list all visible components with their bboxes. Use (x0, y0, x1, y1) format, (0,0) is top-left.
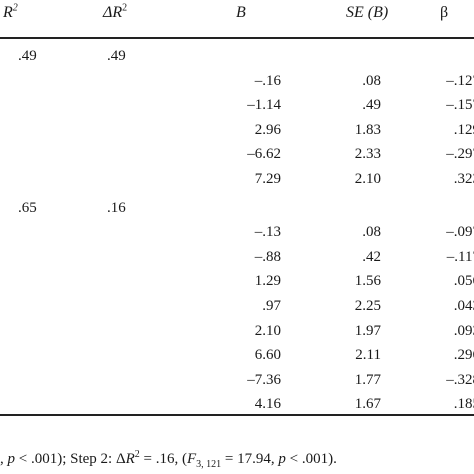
note-part2: = .16, (F (139, 451, 197, 467)
note-sup: 2 (134, 449, 140, 460)
cell-se: .08 (362, 72, 381, 89)
note-part3: = 17.94, p < .001). (221, 451, 337, 467)
cell-b: 6.60 (254, 347, 281, 364)
step-delta-r2: .49 (107, 48, 126, 64)
step-r2: .49 (18, 48, 37, 64)
step-r2: .65 (18, 199, 37, 216)
table-note: , p < .001); Step 2: ΔR2 = .16, (F3, 121… (0, 449, 337, 470)
cell-b: –1.14 (247, 97, 281, 114)
header-rule (0, 37, 474, 39)
cell-beta: –.117 (446, 248, 474, 265)
cell-se: 2.33 (354, 146, 381, 163)
cell-beta: .056 (453, 273, 474, 290)
header-beta: β (440, 4, 449, 21)
cell-b: –.13 (254, 224, 281, 241)
cell-b: 2.10 (254, 322, 281, 339)
header-delta-r2-label: ΔR (103, 4, 123, 21)
cell-beta: .323 (453, 171, 474, 187)
header-delta-r2: ΔR2 (103, 2, 128, 22)
note-part1: , p < .001); Step 2: ΔR (0, 451, 135, 467)
cell-b: –6.62 (247, 146, 281, 163)
cell-beta: –.127 (446, 72, 474, 89)
cell-beta: .093 (453, 322, 474, 339)
header-se: SE (B) (346, 4, 389, 21)
cell-se: 1.97 (354, 322, 381, 339)
cell-se: 2.11 (355, 347, 381, 364)
cell-beta: .129 (453, 121, 474, 138)
header-delta-r2-sup: 2 (122, 2, 128, 14)
cell-b: 1.29 (254, 273, 281, 290)
cell-beta: .185 (453, 396, 474, 413)
cell-se: 1.83 (354, 121, 381, 138)
cell-se: .08 (362, 224, 381, 241)
cell-beta: .043 (453, 298, 474, 314)
header-r2-sup: 2 (12, 2, 18, 14)
cell-b: .97 (262, 298, 281, 314)
note-sub: 3, 121 (196, 459, 222, 470)
cell-se: 2.10 (354, 171, 381, 187)
cell-b: 4.16 (254, 396, 281, 413)
cell-se: .49 (362, 97, 381, 114)
cell-b: –.88 (254, 248, 281, 265)
cell-b: –7.36 (247, 371, 281, 388)
cell-se: .42 (362, 248, 381, 265)
cell-beta: –.297 (446, 146, 474, 163)
cell-beta: –.328 (446, 371, 474, 388)
cell-b: 7.29 (254, 171, 281, 187)
cell-b: –.16 (254, 72, 281, 89)
cell-se: 1.67 (354, 396, 381, 413)
cell-se: 1.56 (354, 273, 381, 290)
header-r2-label: R (3, 4, 13, 21)
header-r2: R2 (3, 2, 18, 22)
cell-se: 2.25 (354, 298, 381, 314)
cell-b: 2.96 (254, 121, 281, 138)
bottom-rule (0, 414, 474, 416)
cell-beta: .296 (453, 347, 474, 364)
cell-beta: –.157 (446, 97, 474, 114)
cell-beta: –.097 (446, 224, 474, 241)
cell-se: 1.77 (354, 371, 381, 388)
header-b: B (236, 4, 246, 21)
step-delta-r2: .16 (107, 199, 126, 216)
